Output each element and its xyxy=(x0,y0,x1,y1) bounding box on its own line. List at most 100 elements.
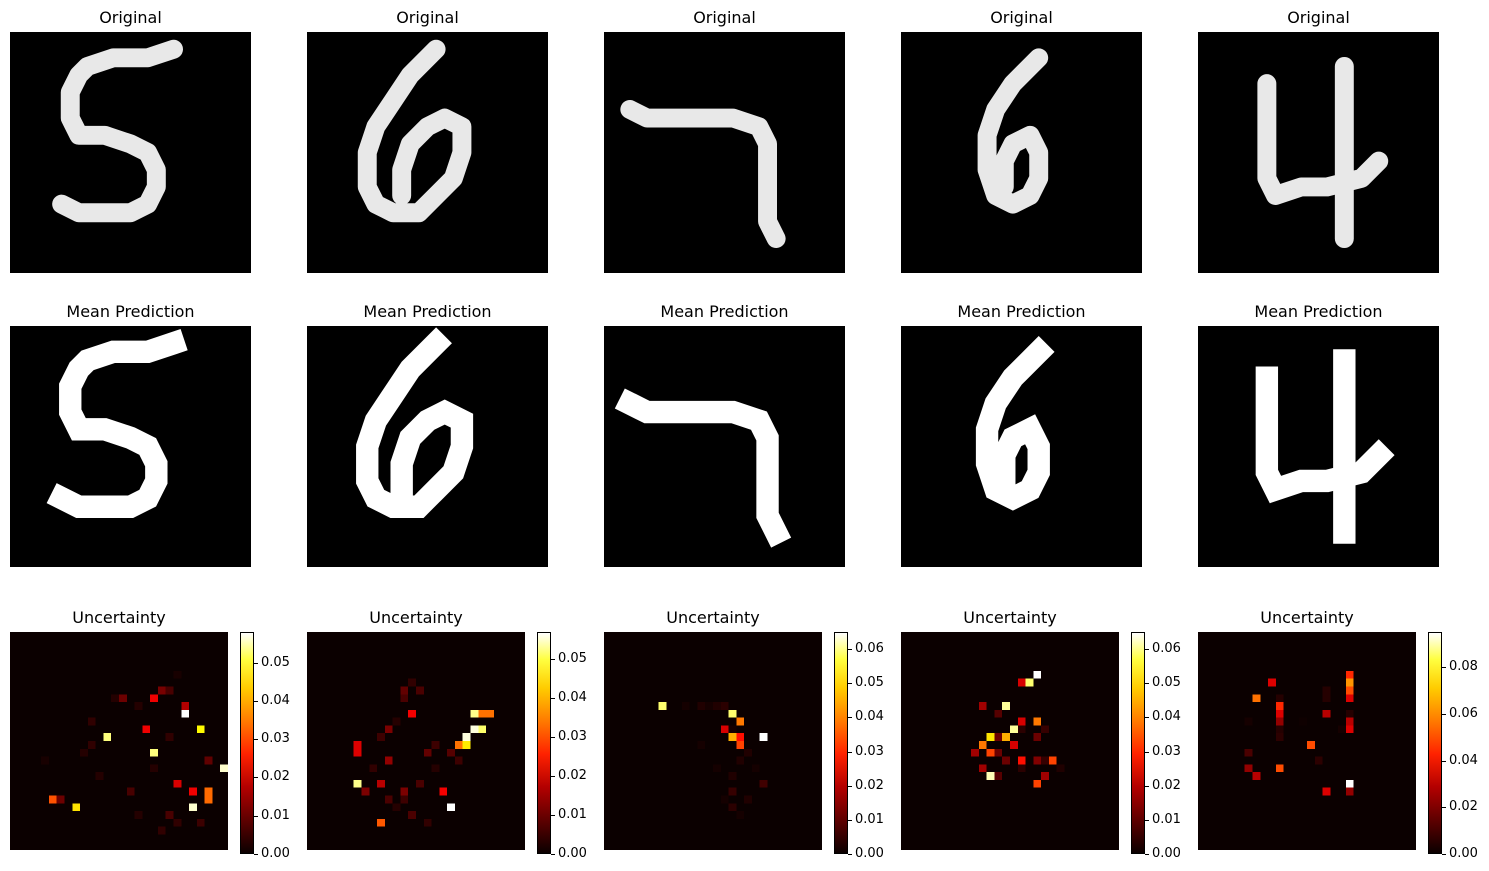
colorbar-tick xyxy=(551,854,555,855)
uncertainty-cell xyxy=(384,725,393,734)
colorbar-tick-label: 0.00 xyxy=(1449,846,1478,861)
colorbar-tick xyxy=(1442,714,1446,715)
colorbar-tick-label: 0.02 xyxy=(261,769,290,784)
uncertainty-title-3: Uncertainty xyxy=(666,608,760,627)
uncertainty-cell xyxy=(1025,678,1034,687)
uncertainty-cell xyxy=(454,756,463,765)
colorbar-tick xyxy=(1145,649,1149,650)
colorbar-tick xyxy=(1442,761,1446,762)
uncertainty-cell xyxy=(431,764,440,773)
uncertainty-cell xyxy=(150,748,158,757)
uncertainty-cell xyxy=(80,748,88,757)
uncertainty-title-1: Uncertainty xyxy=(72,608,166,627)
colorbar-tick-label: 0.01 xyxy=(855,812,884,827)
colorbar-tick-label: 0.04 xyxy=(261,693,290,708)
uncertainty-cell xyxy=(150,694,158,703)
uncertainty-heatmap-1 xyxy=(10,632,228,850)
colorbar-tick xyxy=(254,816,258,817)
uncertainty-cell xyxy=(1314,756,1323,765)
colorbar-tick-label: 0.00 xyxy=(558,846,587,861)
uncertainty-cell xyxy=(377,779,385,788)
colorbar-tick xyxy=(254,739,258,740)
uncertainty-cell xyxy=(72,803,81,812)
colorbar-tick xyxy=(551,659,555,660)
uncertainty-cell xyxy=(204,787,213,796)
original-title-5: Original xyxy=(1287,8,1350,27)
uncertainty-cell xyxy=(447,748,455,757)
colorbar-tick xyxy=(254,777,258,778)
colorbar-tick-label: 0.05 xyxy=(261,655,290,670)
uncertainty-heatmap-2 xyxy=(307,632,525,850)
colorbar-tick xyxy=(1145,717,1149,718)
uncertainty-cell xyxy=(1268,678,1276,687)
uncertainty-cell xyxy=(978,741,987,749)
digit-svg xyxy=(357,39,472,223)
uncertainty-cell xyxy=(462,733,471,741)
digit-svg xyxy=(977,48,1049,214)
uncertainty-cell xyxy=(470,725,479,734)
colorbar-tick xyxy=(1145,752,1149,753)
colorbar-tick-label: 0.04 xyxy=(1449,753,1478,768)
digit-stroke xyxy=(620,99,786,249)
uncertainty-cell xyxy=(751,764,760,773)
mean-prediction-image-4 xyxy=(901,326,1142,567)
uncertainty-cell xyxy=(1322,709,1331,718)
uncertainty-cell xyxy=(1017,678,1026,687)
colorbar-tick-label: 0.02 xyxy=(1152,778,1181,793)
uncertainty-cell xyxy=(181,702,190,710)
uncertainty-cell xyxy=(408,709,416,718)
uncertainty-cell xyxy=(1275,764,1284,773)
uncertainty-cell xyxy=(986,748,995,757)
uncertainty-cell xyxy=(134,702,143,710)
mean-prediction-title-3: Mean Prediction xyxy=(660,302,789,321)
uncertainty-cell xyxy=(189,787,197,796)
uncertainty-cell xyxy=(157,826,166,835)
uncertainty-cell xyxy=(1002,756,1010,765)
uncertainty-cell xyxy=(1252,772,1261,780)
uncertainty-cell xyxy=(994,709,1003,718)
uncertainty-cell xyxy=(150,764,158,773)
uncertainty-cell xyxy=(447,803,455,812)
colorbar-tick xyxy=(848,854,852,855)
uncertainty-cell xyxy=(1002,733,1010,741)
colorbar-tick-label: 0.05 xyxy=(855,675,884,690)
uncertainty-cell xyxy=(1041,725,1049,734)
uncertainty-cell xyxy=(713,764,721,773)
uncertainty-cell xyxy=(423,818,432,827)
colorbar-tick-label: 0.03 xyxy=(558,729,587,744)
digit-svg xyxy=(975,335,1055,511)
mean-prediction-image-1 xyxy=(10,326,251,567)
digit-stroke xyxy=(614,388,792,548)
colorbar-tick-label: 0.00 xyxy=(1152,846,1181,861)
uncertainty-cell xyxy=(353,741,362,749)
uncertainty-cell xyxy=(1322,686,1331,695)
uncertainty-cell xyxy=(134,811,143,819)
uncertainty-cell xyxy=(1252,694,1261,703)
uncertainty-cell xyxy=(994,733,1003,741)
uncertainty-cell xyxy=(1017,717,1026,726)
colorbar-tick xyxy=(254,701,258,702)
uncertainty-cell xyxy=(736,756,745,765)
uncertainty-cell xyxy=(408,678,416,687)
colorbar-tick xyxy=(551,815,555,816)
digit-stroke xyxy=(1255,366,1395,504)
colorbar-3 xyxy=(834,632,848,854)
uncertainty-cell xyxy=(431,741,440,749)
uncertainty-cell xyxy=(353,748,362,757)
colorbar-tick xyxy=(1442,854,1446,855)
uncertainty-cell xyxy=(486,709,494,718)
uncertainty-cell xyxy=(87,717,96,726)
digit-svg xyxy=(1255,349,1395,544)
digit-svg xyxy=(1257,56,1389,249)
colorbar-tick-label: 0.03 xyxy=(261,731,290,746)
uncertainty-cell xyxy=(416,686,424,695)
digit-stroke xyxy=(356,327,474,518)
digit-svg xyxy=(46,329,188,518)
original-image-4 xyxy=(901,32,1142,273)
uncertainty-cell xyxy=(470,709,479,718)
uncertainty-cell xyxy=(56,795,65,804)
colorbar-tick xyxy=(1442,807,1446,808)
colorbar-tick-label: 0.06 xyxy=(855,641,884,656)
colorbar-tick xyxy=(848,820,852,821)
uncertainty-cell xyxy=(1299,717,1307,726)
